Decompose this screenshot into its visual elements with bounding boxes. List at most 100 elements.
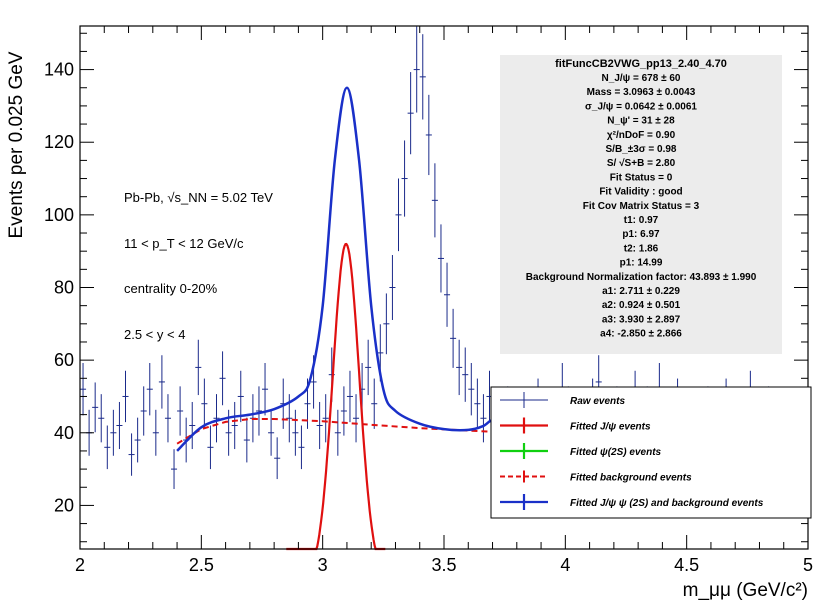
raw-data-point xyxy=(255,386,262,436)
legend-item: Fitted J/ψ ψ (2S) and background events xyxy=(500,494,764,510)
legend-item: Fitted J/ψ events xyxy=(500,417,651,434)
y-tick-label: 140 xyxy=(44,60,74,80)
stats-line: t1: 0.97 xyxy=(624,215,659,226)
raw-data-point xyxy=(353,394,360,443)
raw-data-point xyxy=(340,386,347,436)
raw-data-point xyxy=(407,72,414,155)
stats-line: p1: 14.99 xyxy=(620,258,663,269)
raw-data-point xyxy=(298,425,305,470)
raw-data-point xyxy=(334,409,341,456)
legend-item: Fitted background events xyxy=(500,470,692,484)
raw-data-point xyxy=(128,433,135,476)
raw-data-point xyxy=(98,394,105,443)
legend-label: Fitted J/ψ ψ (2S) and background events xyxy=(570,498,764,509)
y-tick-label: 60 xyxy=(54,350,74,370)
raw-data-point xyxy=(383,293,390,355)
raw-data-point xyxy=(116,401,123,450)
raw-data-point xyxy=(450,308,457,368)
legend-item: Fitted ψ(2S) events xyxy=(500,443,662,459)
raw-data-point xyxy=(195,339,202,396)
stats-line: Fit Validity : good xyxy=(599,187,682,198)
raw-data-point xyxy=(262,363,269,416)
raw-data-point xyxy=(462,347,469,402)
raw-data-point xyxy=(110,409,117,456)
y-axis-title: Events per 0.025 GeV xyxy=(6,51,27,238)
stats-line: σ_J/ψ = 0.0642 ± 0.0061 xyxy=(585,101,697,112)
raw-data-point xyxy=(322,394,329,443)
legend-label: Fitted background events xyxy=(570,473,692,484)
stats-line: a3: 3.930 ± 2.897 xyxy=(602,314,681,325)
raw-data-point xyxy=(237,370,244,423)
raw-data-point xyxy=(456,339,463,396)
raw-data-point xyxy=(268,409,275,456)
legend-box xyxy=(490,386,812,519)
stats-line: t2: 1.86 xyxy=(624,243,659,254)
y-tick-label: 100 xyxy=(44,205,74,225)
legend-item: Raw events xyxy=(500,392,625,408)
raw-data-point xyxy=(419,34,426,120)
legend-label: Fitted ψ(2S) events xyxy=(570,447,662,458)
raw-data-point xyxy=(189,401,196,450)
raw-data-point xyxy=(231,401,238,450)
y-tick-label: 40 xyxy=(54,423,74,443)
raw-data-point xyxy=(389,255,396,320)
x-tick-label: 3 xyxy=(318,555,328,575)
raw-data-point xyxy=(243,417,250,463)
legend-label: Raw events xyxy=(570,396,625,407)
raw-data-point xyxy=(468,363,475,416)
y-tick-label: 80 xyxy=(54,278,74,298)
raw-data-point xyxy=(171,449,178,489)
raw-data-point xyxy=(395,178,402,252)
stats-lines: N_J/ψ = 678 ± 60 Mass = 3.0963 ± 0.0043 σ_… xyxy=(526,73,757,340)
raw-data-point xyxy=(425,94,432,176)
stats-box xyxy=(500,55,782,354)
raw-data-point xyxy=(201,378,208,429)
stats-line: N_J/ψ = 678 ± 60 xyxy=(602,73,681,84)
y-tick-label: 20 xyxy=(54,495,74,515)
stats-line: S/B_±3σ = 0.98 xyxy=(606,144,677,155)
stats-line: Fit Cov Matrix Status = 3 xyxy=(583,201,700,212)
stats-box-title: fitFuncCB2VWG_pp13_2.40_4.70 xyxy=(555,58,727,70)
stats-line: p1: 6.97 xyxy=(622,229,660,240)
legend: Raw events Fitted J/ψ events Fitted ψ(2S) … xyxy=(490,386,812,519)
stats-line: Mass = 3.0963 ± 0.0043 xyxy=(587,87,696,98)
x-tick-label: 2 xyxy=(75,555,85,575)
raw-data-point xyxy=(219,351,226,406)
annotation-centrality: centrality 0-20% xyxy=(124,281,218,296)
legend-items: Raw events Fitted J/ψ events Fitted ψ(2S) … xyxy=(500,392,764,510)
raw-data-point xyxy=(134,417,141,463)
y-tick-label: 120 xyxy=(44,132,74,152)
raw-data-point xyxy=(140,386,147,436)
stats-line: S/ √S+B = 2.80 xyxy=(607,158,676,169)
raw-data-point xyxy=(152,409,159,456)
annotation-rapidity: 2.5 < y < 4 xyxy=(124,327,185,342)
raw-data-point xyxy=(146,363,153,416)
x-tick-label: 4 xyxy=(560,555,570,575)
x-tick-label: 3.5 xyxy=(431,555,456,575)
raw-data-point xyxy=(213,394,220,443)
x-tick-label: 5 xyxy=(803,555,813,575)
stats-line: a4: -2.850 ± 2.866 xyxy=(600,329,682,340)
raw-data-point xyxy=(346,370,353,423)
raw-data-point xyxy=(207,425,214,470)
x-tick-label: 4.5 xyxy=(674,555,699,575)
stats-line: Background Normalization factor: 43.893 … xyxy=(526,272,757,283)
raw-data-point xyxy=(401,140,408,217)
raw-data-point xyxy=(92,382,99,433)
x-axis-title: m_μμ (GeV/c²) xyxy=(683,580,808,601)
raw-data-point xyxy=(274,437,281,480)
raw-data-point xyxy=(371,378,378,429)
raw-data-point xyxy=(80,363,87,416)
stats-line: N_ψ' = 31 ± 28 xyxy=(607,116,675,127)
raw-data-point xyxy=(292,409,299,456)
raw-data-point xyxy=(177,386,184,436)
raw-data-point xyxy=(431,163,438,238)
annotation-collision: Pb-Pb, √s_NN = 5.02 TeV xyxy=(124,190,273,205)
stats-line: χ²/nDoF = 0.90 xyxy=(607,130,676,141)
axes-layer: 2 2.5 3 3.5 4 4.5 5 20 40 60 80 100 120 140 xyxy=(44,26,813,575)
annotation-pt: 11 < p_T < 12 GeV/c xyxy=(124,236,244,251)
raw-data-point xyxy=(444,262,451,327)
raw-data-point xyxy=(437,224,444,293)
raw-data-point xyxy=(158,355,165,409)
